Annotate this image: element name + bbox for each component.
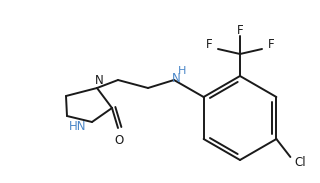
Text: N: N [95, 74, 103, 87]
Text: F: F [206, 38, 212, 51]
Text: F: F [237, 23, 243, 36]
Text: F: F [268, 38, 274, 51]
Text: N: N [172, 72, 180, 85]
Text: Cl: Cl [295, 156, 306, 169]
Text: O: O [114, 134, 124, 147]
Text: HN: HN [69, 120, 87, 134]
Text: H: H [178, 66, 186, 76]
